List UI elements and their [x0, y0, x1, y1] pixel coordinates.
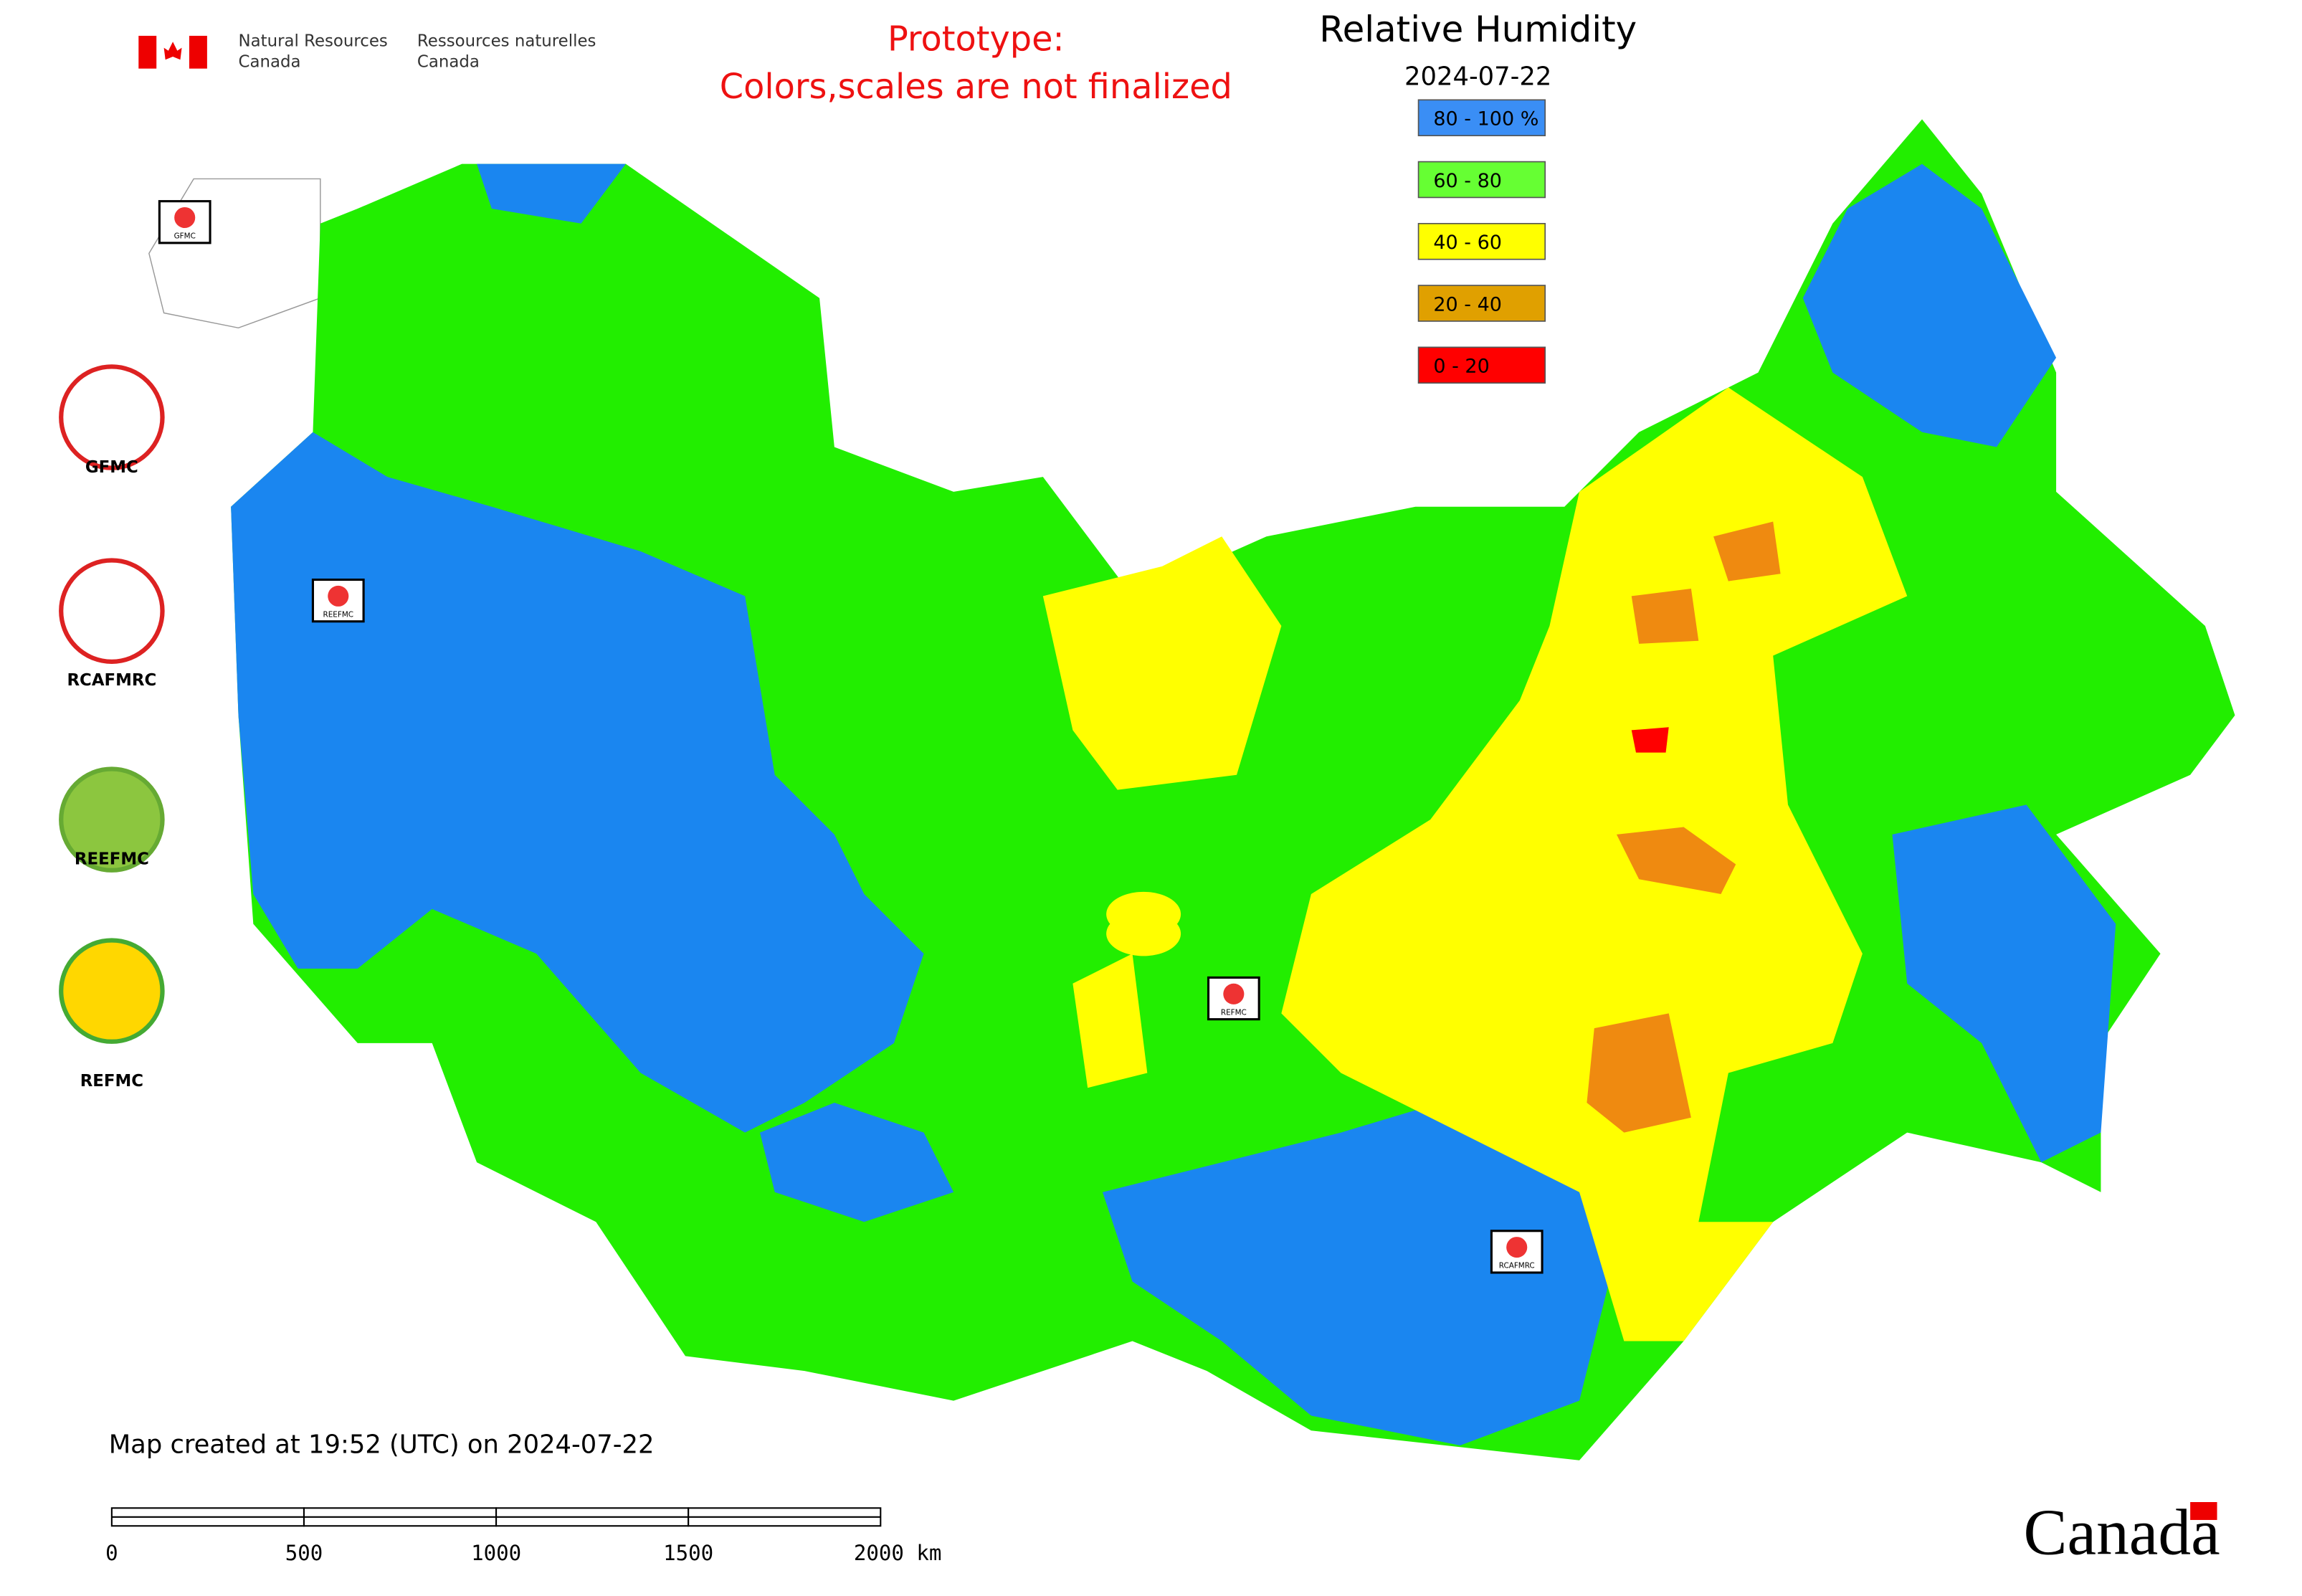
scale-label: 0	[105, 1541, 118, 1565]
legend-title: Relative Humidity	[1319, 9, 1637, 50]
legend: Relative Humidity 2024-07-22 80 - 100 % 6…	[1319, 9, 1637, 384]
legend-label: 80 - 100 %	[1433, 108, 1538, 130]
gov-header: Natural Resources Canada Ressources natu…	[138, 20, 1232, 107]
map	[148, 119, 2235, 1460]
logo-emblem	[59, 766, 165, 873]
legend-swatch	[1417, 222, 1546, 260]
prototype-line-1: Prototype:	[888, 20, 1065, 60]
legend-label: 20 - 40	[1433, 293, 1502, 315]
marker-icon	[174, 206, 196, 229]
legend-label: 0 - 20	[1433, 356, 1489, 378]
dept-fr-1: Ressources naturelles	[417, 32, 596, 50]
legend-label: 60 - 80	[1433, 170, 1502, 192]
scale-label: 500	[285, 1541, 323, 1565]
legend-date: 2024-07-22	[1404, 62, 1551, 92]
logo-label: REEFMC	[75, 850, 149, 868]
marker-icon	[1506, 1237, 1528, 1258]
logos: GFMC RCAFMRC REEFMC REFMC	[59, 364, 165, 1091]
logo-emblem	[59, 364, 165, 470]
logo-label: GFMC	[85, 458, 138, 477]
legend-swatch	[1417, 346, 1546, 384]
legend-swatch	[1417, 99, 1546, 137]
scale-label: 1500	[663, 1541, 713, 1565]
logo-emblem	[59, 938, 165, 1044]
dept-fr-2: Canada	[417, 53, 480, 72]
marker-icon	[328, 585, 349, 607]
scale-bar: 0 500 1000 1500 2000 km	[105, 1507, 942, 1565]
dept-en-2: Canada	[239, 53, 301, 72]
logo-emblem	[59, 558, 165, 664]
prototype-line-2: Colors,scales are not finalized	[720, 67, 1232, 107]
dept-en-1: Natural Resources	[239, 32, 388, 50]
legend-label: 40 - 60	[1433, 232, 1502, 254]
map-markers: GFMC REEFMC REFMC RCAFMRC	[158, 200, 1544, 1274]
legend-swatch	[1417, 161, 1546, 199]
marker-icon	[1223, 983, 1245, 1004]
canada-wordmark: Canada	[2024, 1496, 2220, 1569]
legend-swatch	[1417, 285, 1546, 322]
marker-label: REEFMC	[323, 610, 353, 619]
marker-label: REFMC	[1221, 1008, 1247, 1017]
created-note: Map created at 19:52 (UTC) on 2024-07-22	[109, 1430, 655, 1459]
logo-label: RCAFMRC	[67, 671, 156, 690]
scale-label: 2000 km	[854, 1541, 942, 1565]
scale-label: 1000	[471, 1541, 521, 1565]
marker-label: GFMC	[174, 232, 196, 241]
marker-label: RCAFMRC	[1499, 1262, 1535, 1270]
logo-label: REFMC	[80, 1072, 143, 1091]
wordmark-flag	[2190, 1502, 2217, 1520]
